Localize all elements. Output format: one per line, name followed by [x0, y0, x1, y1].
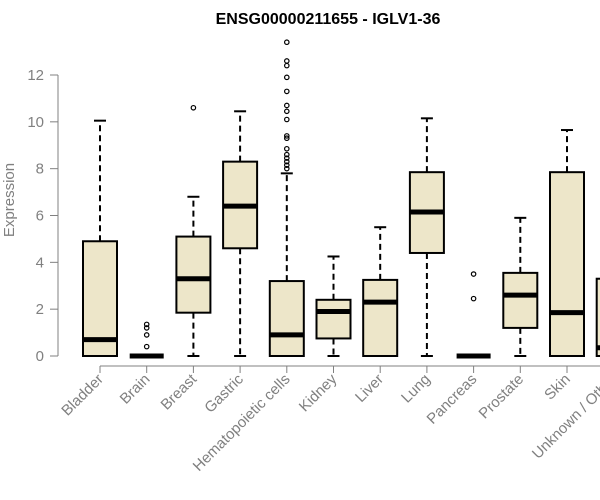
- outlier-point: [143, 332, 150, 338]
- outlier-point: [283, 162, 290, 168]
- box-group: [175, 104, 212, 357]
- box-group: [82, 119, 118, 357]
- box-series: [82, 39, 600, 359]
- chart-title: ENSG00000211655 - IGLV1-36: [216, 11, 441, 28]
- outlier-point: [283, 62, 290, 69]
- outlier-point: [143, 325, 150, 331]
- y-tick-label: 8: [36, 161, 44, 178]
- box-body: [315, 298, 352, 340]
- box-group: [595, 277, 600, 358]
- box-body: [268, 280, 305, 358]
- box-body: [549, 171, 585, 357]
- category-label: Lung: [398, 371, 434, 407]
- box-body: [82, 240, 118, 357]
- box-group: [268, 39, 305, 358]
- category-label: Prostate: [476, 371, 528, 423]
- outlier-point: [283, 135, 290, 142]
- y-tick-label: 0: [36, 348, 44, 365]
- y-tick-label: 2: [36, 301, 44, 318]
- y-tick-label: 10: [27, 114, 44, 131]
- outlier-point: [283, 58, 290, 64]
- box-group: [222, 110, 259, 357]
- outlier-point: [470, 295, 477, 302]
- box-body: [595, 277, 600, 358]
- outlier-point: [283, 39, 290, 46]
- box-body: [502, 271, 539, 329]
- category-label: Breast: [158, 370, 201, 413]
- outlier-point: [283, 133, 290, 139]
- box-group: [502, 216, 539, 357]
- y-tick-label: 4: [36, 254, 44, 271]
- outlier-point: [283, 74, 290, 81]
- outlier-point: [283, 165, 290, 172]
- y-tick-label: 12: [27, 67, 44, 84]
- outlier-point: [283, 158, 290, 165]
- outlier-point: [143, 321, 150, 328]
- y-tick-label: 6: [36, 208, 44, 225]
- category-label: Brain: [117, 371, 154, 408]
- category-label: Bladder: [58, 371, 107, 420]
- outlier-point: [283, 88, 290, 95]
- outlier-point: [283, 145, 290, 152]
- outlier-point: [283, 116, 290, 123]
- y-axis: 0 2 4 6 8 10 12: [27, 67, 59, 365]
- box-group: [549, 129, 585, 357]
- category-label: Gastric: [201, 370, 247, 416]
- outlier-point: [283, 155, 290, 161]
- outlier-point: [190, 104, 197, 111]
- box-group: [362, 226, 399, 358]
- box-group: [315, 255, 352, 357]
- outlier-point: [283, 102, 290, 109]
- category-label: Pancreas: [424, 371, 481, 428]
- category-label: Kidney: [296, 370, 341, 415]
- category-label: Skin: [541, 371, 574, 404]
- x-axis: [99, 365, 600, 373]
- box-group: [456, 271, 491, 359]
- outlier-point: [470, 271, 477, 277]
- outlier-point: [283, 151, 290, 158]
- box-body: [362, 278, 399, 358]
- category-label: Liver: [352, 371, 387, 406]
- box-group: [408, 117, 445, 357]
- y-axis-title: Expression: [1, 163, 18, 237]
- outlier-point: [283, 108, 290, 115]
- outlier-point: [143, 343, 150, 350]
- box-group: [129, 321, 164, 359]
- box-body: [175, 235, 212, 314]
